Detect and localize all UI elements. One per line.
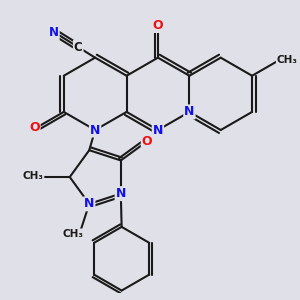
Text: CH₃: CH₃ — [277, 55, 298, 64]
Text: CH₃: CH₃ — [62, 230, 83, 239]
Text: N: N — [153, 124, 163, 136]
Text: O: O — [29, 121, 40, 134]
Text: N: N — [84, 197, 94, 210]
Text: O: O — [153, 19, 163, 32]
Text: N: N — [49, 26, 59, 39]
Text: C: C — [74, 40, 82, 54]
Text: CH₃: CH₃ — [22, 171, 44, 181]
Text: N: N — [116, 187, 126, 200]
Text: N: N — [184, 105, 195, 119]
Text: N: N — [90, 124, 100, 136]
Text: O: O — [142, 135, 152, 148]
